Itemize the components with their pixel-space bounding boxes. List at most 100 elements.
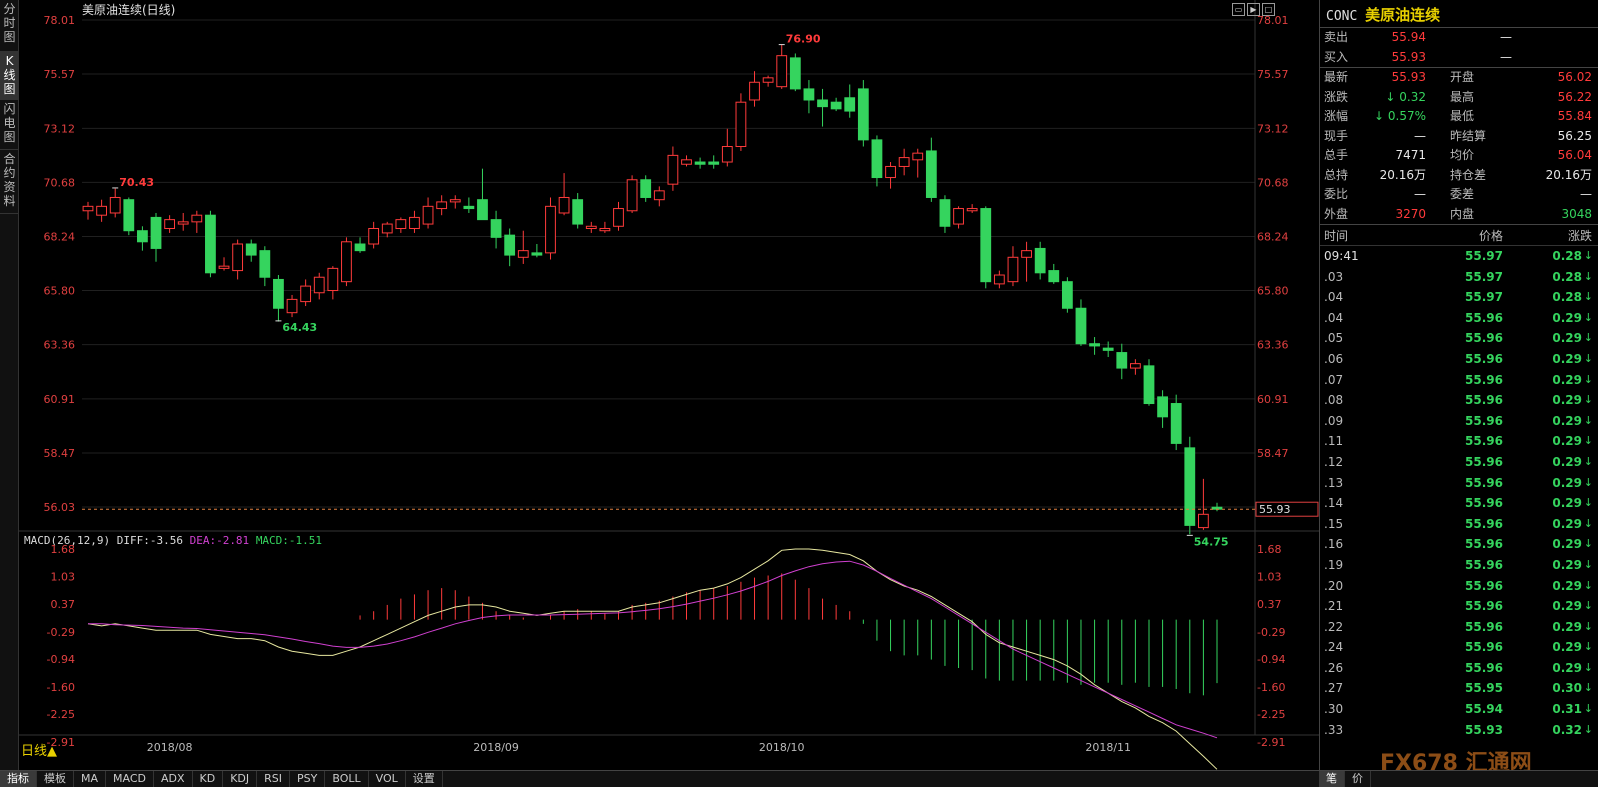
candle [966, 204, 978, 213]
restore-icon[interactable]: ▭ [1232, 3, 1245, 16]
indicator-tab[interactable]: ADX [154, 771, 193, 787]
candle [613, 201, 624, 231]
period-selector[interactable]: 日线▲ [21, 744, 57, 759]
tick-change: 0.29 [1552, 454, 1582, 469]
indicator-tab[interactable]: 指标 [0, 771, 37, 787]
tick-view-tab[interactable]: 笔 [1319, 771, 1345, 787]
tab-intraday[interactable]: 分时图 [0, 0, 19, 52]
tick-row: .19 55.96 0.29 ↓ [1320, 555, 1598, 576]
macd-tick-left: -2.91 [47, 736, 75, 749]
candle [341, 237, 352, 287]
tick-list[interactable]: 09:41 55.97 0.28 ↓ .03 55.97 0.28 ↓ .04 55.97 0.28… [1320, 246, 1598, 740]
candle [368, 221, 380, 249]
candle [1102, 341, 1114, 358]
candle-body [1102, 347, 1114, 351]
indicator-tab[interactable]: MACD [106, 771, 154, 787]
candle [150, 212, 162, 262]
tick-row: .04 55.97 0.28 ↓ [1320, 287, 1598, 308]
tick-list-header: 时间 价格 涨跌 [1320, 224, 1598, 246]
candle [232, 239, 244, 280]
indicator-tab[interactable]: KDJ [223, 771, 258, 787]
candle [218, 257, 230, 271]
candle-body [259, 250, 271, 278]
tick-change: 0.30 [1552, 681, 1582, 696]
indicator-tab[interactable]: MA [74, 771, 107, 787]
tick-time: .19 [1324, 557, 1344, 572]
kline-chart-area[interactable]: 美原油连续(日线) 78.01 78.01 75.57 75.57 73.12 73.12… [19, 0, 1319, 770]
down-arrow-icon: ↓ [1583, 516, 1593, 530]
down-arrow-icon: ↓ [1583, 434, 1593, 448]
price-tick-right: 65.80 [1257, 285, 1289, 298]
macd-tick-right: -0.29 [1257, 626, 1285, 639]
down-arrow-icon: ↓ [1583, 372, 1593, 386]
tick-price: 55.96 [1465, 475, 1503, 490]
candle [1211, 502, 1223, 512]
candle [1075, 299, 1087, 346]
tick-row: .16 55.96 0.29 ↓ [1320, 534, 1598, 555]
candle [681, 155, 692, 167]
candle [1034, 241, 1046, 280]
quote-label: 涨跌 [1324, 89, 1349, 104]
kline-chart[interactable]: 美原油连续(日线) 78.01 78.01 75.57 75.57 73.12 73.12… [19, 0, 1319, 770]
indicator-tab[interactable]: RSI [257, 771, 291, 787]
candle [1143, 359, 1155, 406]
tick-row: .03 55.97 0.28 ↓ [1320, 267, 1598, 288]
candle-body [354, 243, 366, 252]
tick-change: 0.29 [1552, 413, 1582, 428]
candle [980, 206, 992, 289]
tab-flash[interactable]: 闪电图 [0, 100, 19, 150]
candle-body [517, 250, 529, 258]
tick-row: .30 55.94 0.31 ↓ [1320, 699, 1598, 720]
price-tick-right: 68.24 [1257, 230, 1289, 243]
maximize-icon[interactable]: □ [1262, 3, 1275, 16]
indicator-tab[interactable]: BOLL [325, 771, 369, 787]
tick-row: .04 55.96 0.29 ↓ [1320, 308, 1598, 329]
candle [789, 53, 801, 92]
candle [449, 195, 461, 209]
tick-price: 55.97 [1465, 269, 1503, 284]
candle-body [626, 179, 638, 212]
indicator-tab[interactable]: 模板 [37, 771, 74, 787]
down-arrow-icon: ↓ [1583, 290, 1593, 304]
quote-label: 最高 [1450, 89, 1475, 104]
tab-kline[interactable]: K线图 [0, 52, 19, 100]
price-tick-left: 58.47 [44, 447, 76, 460]
candle-body [830, 101, 842, 110]
candle [191, 210, 203, 233]
quote-row: 外盘 3270 内盘 3048 [1320, 205, 1598, 225]
tick-change: 0.28 [1552, 290, 1582, 305]
date-tick: 2018/10 [759, 741, 805, 754]
indicator-tab[interactable]: KD [193, 771, 224, 787]
candle [1157, 390, 1168, 428]
candle [1089, 337, 1100, 355]
candle [572, 193, 584, 229]
candle [857, 80, 869, 147]
tick-time: .33 [1324, 722, 1344, 737]
tab-contract-info[interactable]: 合约资料 [0, 150, 19, 214]
quote-value: 55.93 [1391, 70, 1426, 84]
candle [817, 88, 828, 127]
quote-label: 均价 [1450, 148, 1475, 162]
quote-label: 现手 [1324, 128, 1349, 143]
play-icon[interactable]: ▶ [1247, 3, 1260, 16]
down-arrow-icon: ↓ [1583, 702, 1593, 716]
tick-change: 0.28 [1552, 269, 1582, 284]
candle [558, 173, 570, 216]
candle [490, 210, 502, 249]
indicator-tab[interactable]: VOL [369, 771, 406, 787]
candle [245, 239, 257, 262]
candle [803, 80, 815, 114]
candle [993, 270, 1005, 289]
candle [409, 210, 420, 233]
quote-label: 总持 [1324, 167, 1349, 182]
down-arrow-icon: ↓ [1583, 660, 1593, 674]
tick-view-tab[interactable]: 价 [1345, 771, 1371, 787]
indicator-tab[interactable]: 设置 [406, 771, 443, 787]
tick-time: .04 [1324, 290, 1344, 305]
indicator-tab[interactable]: PSY [290, 771, 326, 787]
candle-body [912, 152, 924, 161]
macd-tick-left: -1.60 [47, 681, 75, 694]
price-tick-left: 68.24 [44, 230, 76, 243]
quote-label: 昨结算 [1450, 128, 1487, 143]
candle [585, 221, 597, 233]
